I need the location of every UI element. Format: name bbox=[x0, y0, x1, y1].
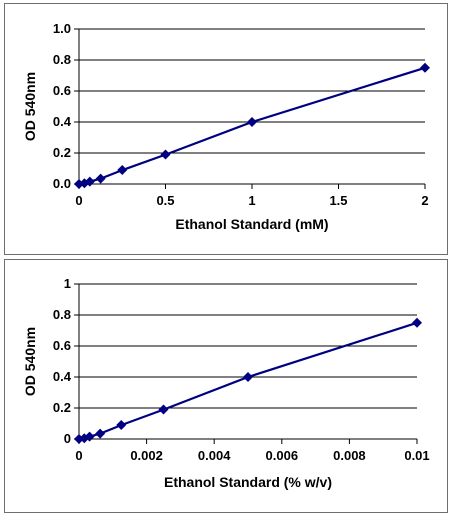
chart-0-y-axis-title: OD 540nm bbox=[22, 72, 38, 141]
chart-0-data-point bbox=[117, 165, 128, 176]
chart-panel-mM: 0.0 0.2 0.4 0.6 0.8 1.0 0 0.5 1 1.5 2 Ethanol Stand… bbox=[4, 3, 448, 255]
chart-0-x-tick-label: 2 bbox=[421, 193, 428, 208]
chart-0-y-tick-label: 0.6 bbox=[53, 83, 71, 98]
chart-0-x-tick-label: 0 bbox=[75, 193, 82, 208]
chart-1-data-point bbox=[243, 372, 253, 382]
chart-0-y-tick-label: 0.2 bbox=[53, 145, 71, 160]
chart-1-data-point bbox=[158, 404, 169, 415]
chart-0-x-tick-label: 1.5 bbox=[329, 193, 347, 208]
chart-0-y-tick-label: 0.0 bbox=[53, 176, 71, 191]
chart-0-y-tick-label: 0.4 bbox=[53, 114, 72, 129]
chart-1-x-tick-label: 0.006 bbox=[266, 448, 299, 463]
chart-1-y-tick-label: 0.6 bbox=[53, 338, 71, 353]
chart-wv: 0 0.2 0.4 0.6 0.8 1 0 0.002 0.004 0.006 0.008 0.01 E… bbox=[22, 276, 430, 490]
chart-0-y-tick-label: 1.0 bbox=[53, 21, 71, 36]
chart-1-x-tick-label: 0.004 bbox=[198, 448, 231, 463]
chart-1-y-tick-label: 0.4 bbox=[53, 369, 72, 384]
chart-0-data-point bbox=[420, 62, 430, 73]
chart-panel-wv: 0 0.2 0.4 0.6 0.8 1 0 0.002 0.004 0.006 0.008 0.01 E… bbox=[4, 259, 448, 513]
chart-1-y-axis-title: OD 540nm bbox=[22, 327, 38, 396]
chart-0-data-point bbox=[160, 149, 171, 160]
chart-0-x-tick-label: 1 bbox=[248, 193, 255, 208]
chart-1-x-tick-label: 0 bbox=[75, 448, 82, 463]
chart-0-data-point bbox=[95, 173, 106, 184]
chart-1-y-tick-label: 0.8 bbox=[53, 307, 71, 322]
chart-0-x-tick-label: 0.5 bbox=[156, 193, 174, 208]
chart-1-y-tick-label: 1 bbox=[64, 276, 71, 291]
chart-1-data-point bbox=[84, 431, 95, 442]
chart-1-x-tick-label: 0.008 bbox=[333, 448, 366, 463]
chart-0-data-point bbox=[84, 176, 95, 187]
chart-1-data-point bbox=[95, 428, 106, 439]
chart-1-y-tick-label: 0.2 bbox=[53, 400, 71, 415]
chart-0-y-tick-label: 0.8 bbox=[53, 52, 71, 67]
chart-1-x-tick-label: 0.01 bbox=[404, 448, 429, 463]
chart-1-data-point bbox=[116, 420, 127, 431]
chart-mM: 0.0 0.2 0.4 0.6 0.8 1.0 0 0.5 1 1.5 2 Ethanol Stand… bbox=[22, 21, 430, 232]
chart-1-x-axis-title: Ethanol Standard (% w/v) bbox=[164, 474, 332, 490]
chart-1-y-tick-label: 0 bbox=[64, 431, 71, 446]
chart-0-x-axis-title: Ethanol Standard (mM) bbox=[175, 216, 328, 232]
chart-0-data-point bbox=[247, 117, 257, 127]
chart-1-data-point bbox=[412, 317, 422, 328]
chart-1-x-tick-label: 0.002 bbox=[130, 448, 163, 463]
